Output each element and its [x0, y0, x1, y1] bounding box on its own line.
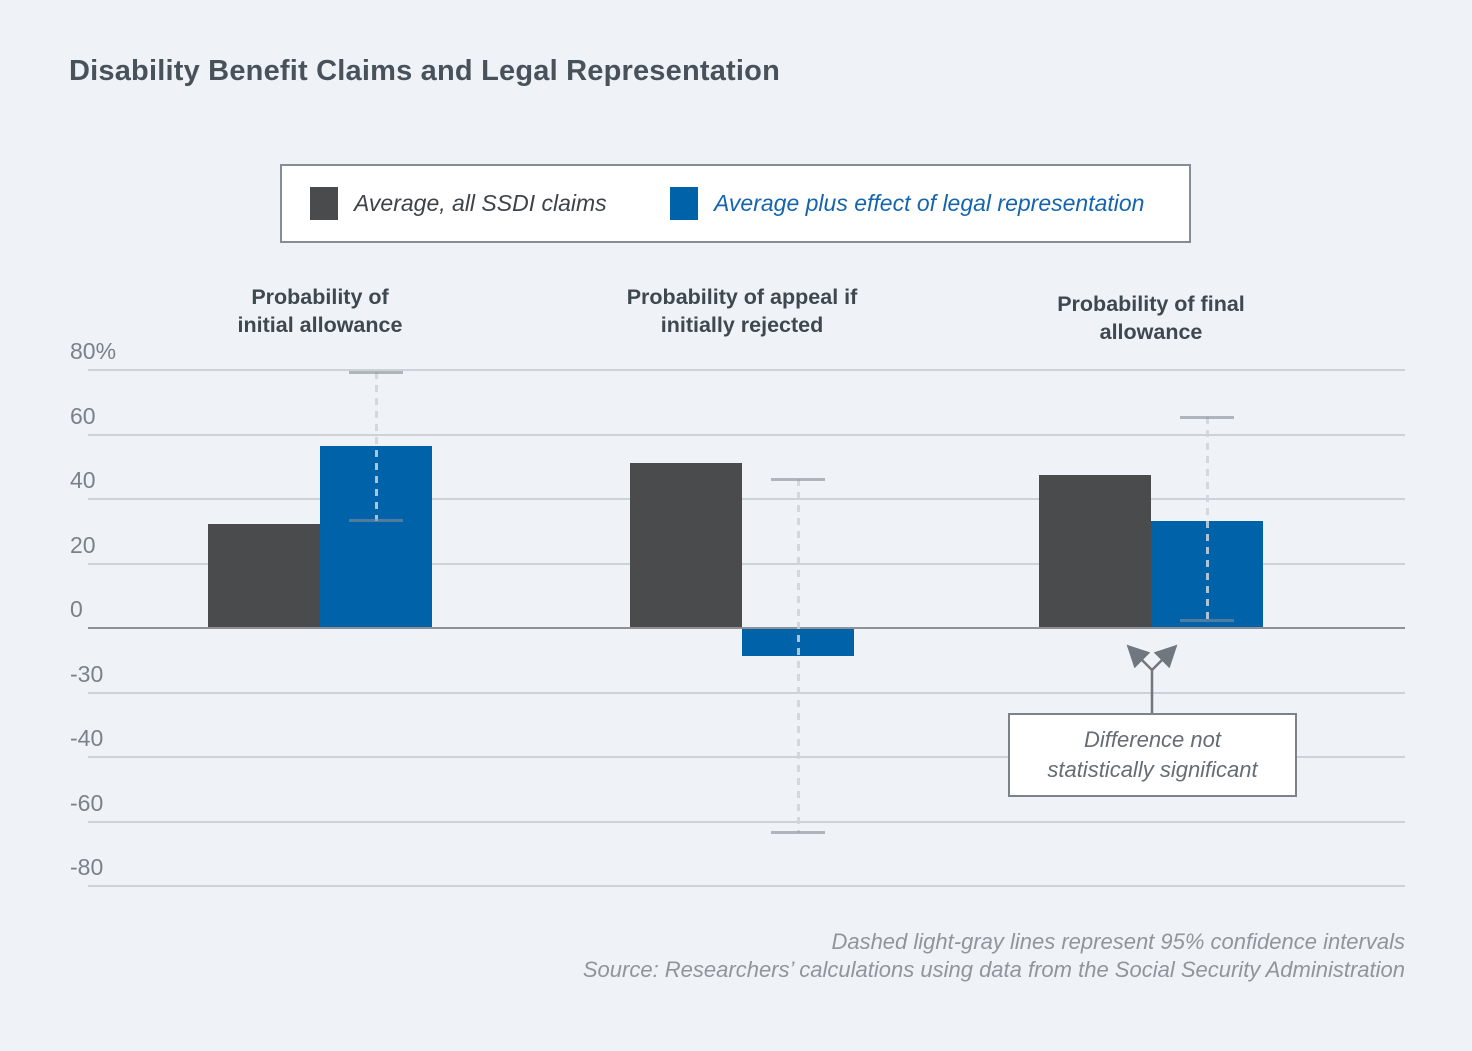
confidence-whisker	[796, 478, 800, 834]
gridline	[88, 498, 1405, 500]
legend-item-average: Average, all SSDI claims	[310, 166, 607, 241]
y-tick-label: -60	[70, 789, 104, 816]
category-header: Probability of appeal if initially reject…	[626, 285, 858, 337]
legend-label-average: Average, all SSDI claims	[354, 190, 607, 216]
footer: Dashed light-gray lines represent 95% co…	[583, 928, 1405, 984]
legend: Average, all SSDI claims Average plus ef…	[280, 164, 1191, 243]
legend-swatch-blue	[670, 187, 698, 220]
gridline	[88, 756, 1405, 758]
gridline	[88, 820, 1405, 823]
footer-note: Dashed light-gray lines represent 95% co…	[831, 929, 1405, 954]
y-tick-label: -40	[70, 725, 104, 751]
y-tick-label: -30	[70, 660, 104, 687]
y-tick-label: 20	[70, 531, 96, 558]
chart-title: Disability Benefit Claims and Legal Repr…	[69, 55, 780, 87]
gridline	[88, 433, 1405, 436]
bar-average	[630, 462, 742, 627]
category-header: Probability of final allowance	[1057, 292, 1245, 344]
zero-axis-line	[88, 627, 1405, 629]
annotation-box: Difference not statistically significant	[1008, 713, 1297, 797]
annotation-line-2: statistically significant	[1047, 757, 1258, 782]
confidence-whisker-cap-bottom	[1180, 618, 1234, 622]
annotation-arrow-icon	[1126, 644, 1178, 715]
category-header: Probability of initial allowance	[237, 285, 403, 337]
confidence-whisker	[1205, 417, 1209, 621]
legend-item-effect: Average plus effect of legal representat…	[670, 166, 1144, 241]
legend-swatch-gray	[310, 187, 338, 220]
confidence-whisker-cap-top	[349, 371, 403, 375]
gridline	[88, 691, 1405, 694]
y-tick-label: 60	[70, 402, 96, 429]
y-tick-label: -80	[70, 854, 104, 880]
gridline	[88, 562, 1405, 565]
confidence-whisker	[374, 372, 378, 521]
bar-average	[208, 523, 320, 627]
confidence-whisker-cap-bottom	[771, 831, 825, 835]
gridline	[88, 369, 1405, 371]
annotation-line-1: Difference not	[1084, 727, 1221, 752]
confidence-whisker-cap-top	[1180, 416, 1234, 420]
y-tick-label: 0	[70, 596, 83, 622]
bar-average	[1039, 475, 1151, 627]
legend-label-effect: Average plus effect of legal representat…	[714, 190, 1145, 216]
y-tick-label: 40	[70, 467, 96, 493]
gridline	[88, 885, 1405, 887]
y-tick-label: 80%	[70, 338, 117, 364]
footer-source: Source: Researchers’ calculations using …	[582, 957, 1405, 982]
confidence-whisker-cap-bottom	[349, 518, 403, 522]
confidence-whisker-cap-top	[771, 477, 825, 481]
